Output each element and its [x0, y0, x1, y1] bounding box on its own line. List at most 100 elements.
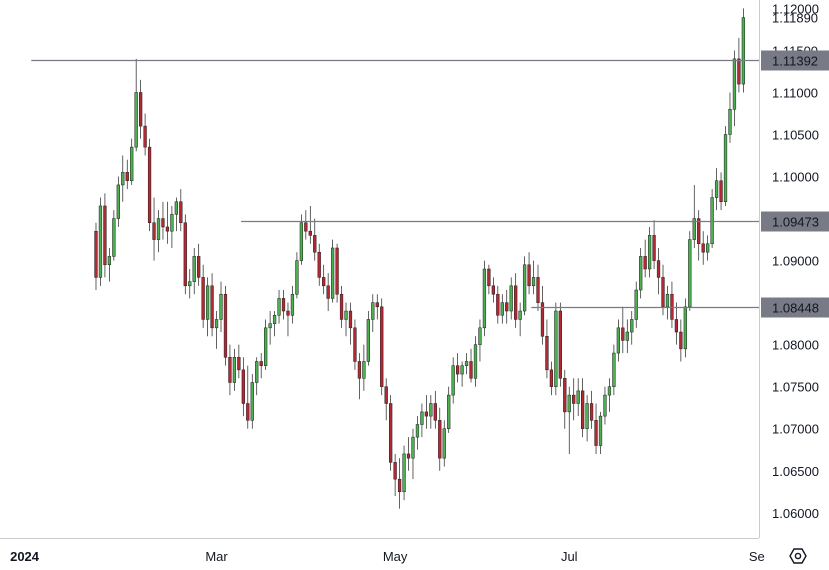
candle-body	[567, 394, 571, 413]
candle-body	[415, 424, 420, 438]
candle	[549, 361, 554, 396]
price-tick-label: 1.10000	[772, 170, 819, 185]
candle	[112, 210, 116, 261]
candle	[723, 126, 728, 206]
candle	[241, 357, 245, 417]
candle-body	[447, 394, 451, 429]
candle-body	[344, 310, 348, 320]
candle-body	[366, 319, 370, 362]
candle	[192, 247, 196, 295]
candle	[103, 193, 107, 278]
candle	[308, 205, 312, 244]
candle-body	[397, 478, 402, 493]
candle	[223, 285, 228, 366]
candle-body	[121, 172, 125, 186]
candle-body	[125, 172, 129, 181]
candle-body	[156, 218, 161, 240]
candle	[500, 294, 504, 324]
candle-body	[522, 264, 527, 312]
candle	[585, 395, 589, 442]
candle	[540, 285, 545, 345]
candle	[264, 319, 268, 370]
candle	[522, 256, 527, 316]
candle	[594, 403, 598, 454]
candle	[598, 411, 603, 454]
candle-body	[438, 420, 442, 459]
candle-body	[201, 277, 205, 320]
level-label-text: 1.11392	[772, 54, 818, 69]
candle	[505, 290, 509, 324]
candle	[219, 281, 223, 333]
candle	[714, 168, 719, 211]
candle	[326, 273, 330, 312]
candle-body	[152, 222, 156, 240]
candle	[322, 264, 326, 295]
candle-body	[527, 264, 531, 287]
level-price-label: 1.11392	[761, 50, 829, 71]
candle-body	[531, 277, 536, 287]
candle	[630, 311, 634, 345]
candle-body	[147, 146, 152, 224]
candle-body	[549, 369, 554, 387]
candle-body	[362, 361, 366, 379]
candle-body	[192, 256, 196, 282]
candle-body	[464, 361, 469, 366]
candle-body	[616, 327, 620, 354]
candle	[563, 369, 567, 429]
candle-body	[232, 357, 237, 383]
candle-body	[94, 230, 98, 278]
candle	[451, 357, 455, 404]
candle	[531, 260, 536, 295]
candle	[415, 416, 420, 450]
candle	[98, 197, 103, 286]
candle	[304, 210, 308, 240]
candle-body	[710, 197, 714, 245]
level-label-text: 1.08448	[772, 301, 819, 316]
candle-body	[732, 58, 737, 110]
candle-body	[639, 256, 643, 291]
candle-body	[621, 327, 625, 341]
candle-body	[384, 386, 388, 404]
candle	[621, 306, 625, 354]
candle-body	[692, 218, 696, 240]
candle	[464, 353, 469, 375]
candle	[339, 285, 344, 328]
candle-body	[210, 285, 214, 329]
candle	[589, 390, 594, 429]
candle	[134, 58, 138, 152]
candle	[420, 403, 424, 438]
candle	[286, 302, 290, 337]
candle-body	[165, 226, 170, 232]
candle	[473, 336, 478, 387]
candle-body	[670, 293, 674, 320]
candle-body	[469, 361, 473, 379]
candle-body	[545, 336, 549, 371]
candle-body	[304, 222, 308, 232]
candle	[647, 226, 652, 278]
time-axis[interactable]: 2024 Mar May Jul Se	[10, 549, 765, 564]
candle	[701, 231, 705, 265]
candle-body	[442, 428, 446, 459]
candle	[554, 302, 558, 396]
candle	[357, 353, 362, 400]
price-tick-label: 1.09000	[772, 254, 819, 269]
candle-body	[322, 277, 326, 287]
candle-body	[241, 369, 245, 404]
candle	[402, 445, 406, 501]
candle-body	[598, 415, 603, 446]
chart-settings-button[interactable]	[787, 545, 809, 565]
candle	[121, 155, 125, 202]
candle-body	[683, 306, 687, 350]
price-axis-labels: 1.11392 1.09473 1.08448 1.11890	[761, 11, 829, 318]
price-axis[interactable]: 1.120001.115001.110001.105001.100001.095…	[772, 1, 819, 520]
candle	[697, 210, 701, 261]
candle	[143, 113, 147, 156]
candle	[232, 348, 237, 391]
candle-body	[625, 331, 629, 341]
candle	[375, 294, 379, 320]
candle-body	[420, 411, 424, 425]
candle-body	[558, 310, 562, 379]
candle	[259, 353, 263, 379]
